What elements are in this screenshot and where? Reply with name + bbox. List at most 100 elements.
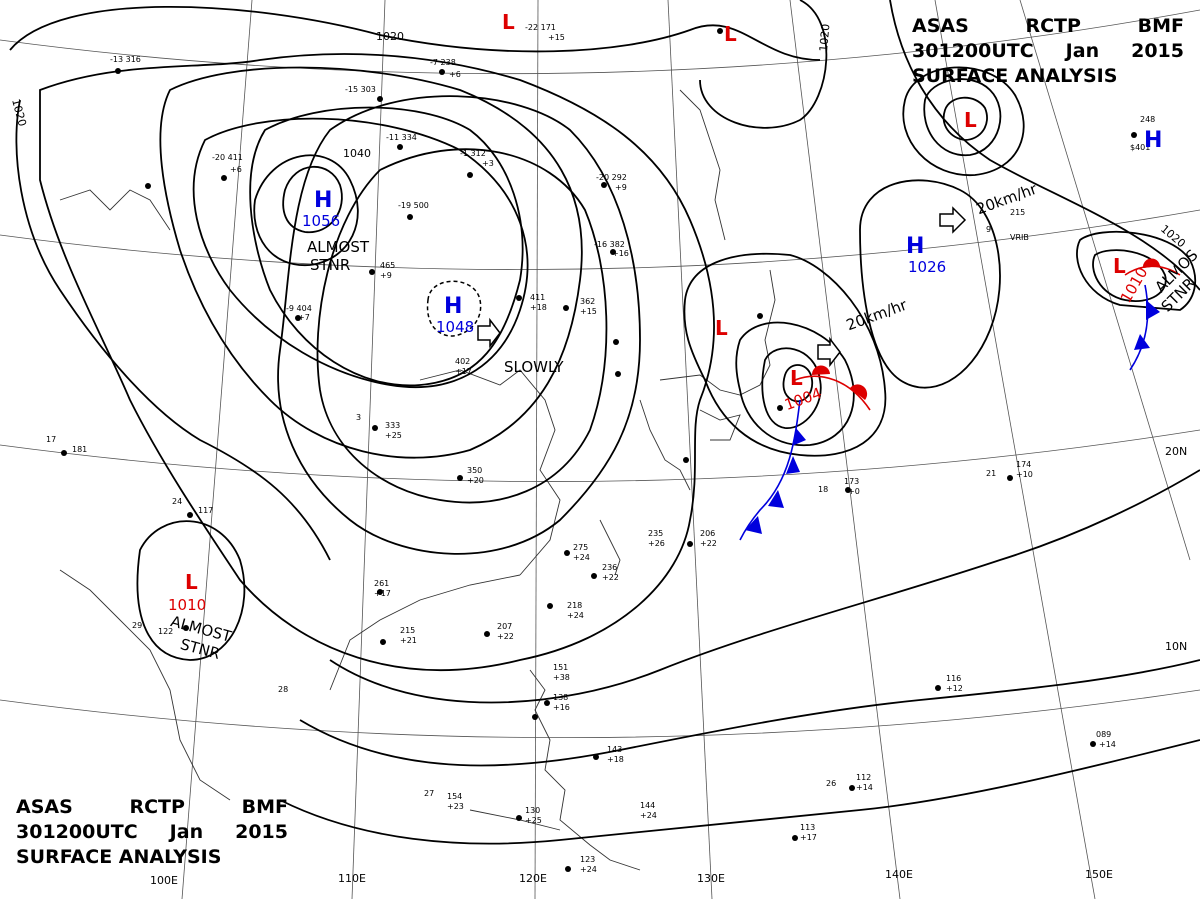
station-value: 151 [553, 663, 568, 672]
station-value: 143 [607, 745, 622, 754]
station-value: -19 500 [398, 201, 429, 210]
agency-code: ASAS [912, 15, 969, 37]
station-value: 181 [72, 445, 87, 454]
station-value: +25 [525, 816, 542, 825]
valid-time: 301200UTC [912, 40, 1034, 62]
isobars [9, 0, 1200, 845]
product-code: BMF [241, 796, 288, 818]
station-value: +9 [615, 183, 627, 192]
station-value: 18 [818, 485, 828, 494]
station-value: +21 [400, 636, 417, 645]
valid-year: 2015 [1131, 40, 1184, 62]
agency-code: ASAS [16, 796, 73, 818]
station-value: 173 [844, 477, 859, 486]
longitude-label: 140E [885, 868, 913, 881]
station-value: 117 [198, 506, 213, 515]
station-value: 402 [455, 357, 470, 366]
station-value: +9 [380, 271, 392, 280]
station-value: +24 [580, 865, 597, 874]
station-value: 24 [172, 497, 182, 506]
isobar-label: 1020 [817, 23, 832, 52]
low-center: L [185, 570, 198, 594]
station-value: 21 [986, 469, 996, 478]
station-value: 27 [424, 789, 434, 798]
station-plots [61, 28, 1137, 872]
motion-note: STNR [310, 256, 351, 274]
station-value: +6 [449, 70, 461, 79]
station-value: +17 [800, 833, 817, 842]
station-value: 206 [700, 529, 715, 538]
station-value: 207 [497, 622, 512, 631]
station-value: 28 [278, 685, 288, 694]
station-value: 116 [946, 674, 961, 683]
low-center: L [790, 366, 803, 390]
station-value: 17 [46, 435, 56, 444]
high-center: H [444, 294, 463, 319]
station-value: 218 [567, 601, 582, 610]
high-pressure-value: 1056 [302, 212, 341, 230]
station-value: +22 [602, 573, 619, 582]
coastlines [59, 89, 776, 871]
station-value: 113 [800, 823, 815, 832]
station-value: -22 171 [525, 23, 556, 32]
station-value: +15 [548, 33, 565, 42]
station-value: 138 [553, 693, 568, 702]
station-value: 235 [648, 529, 663, 538]
valid-month: Jan [169, 821, 204, 843]
high-center: H [906, 234, 925, 259]
station-value: -16 382 [594, 240, 625, 249]
station-value: +12 [946, 684, 963, 693]
station-value: -20 411 [212, 153, 243, 162]
low-center: L [715, 316, 728, 340]
station-value: +14 [856, 783, 873, 792]
station-value: +22 [497, 632, 514, 641]
station-value: 29 [132, 621, 142, 630]
longitude-label: 120E [519, 872, 547, 885]
station-value: +22 [700, 539, 717, 548]
station-value: 411 [530, 293, 545, 302]
station-value: 362 [580, 297, 595, 306]
station-value: -15 303 [345, 85, 376, 94]
station-value: +16 [553, 703, 570, 712]
station-value: +15 [580, 307, 597, 316]
station-value: +6 [230, 165, 242, 174]
low-center: L [964, 108, 977, 132]
station-value: -20 292 [596, 173, 627, 182]
station-code: RCTP [129, 796, 185, 818]
station-value: 261 [374, 579, 389, 588]
station-value: 122 [158, 627, 173, 636]
station-value: +38 [553, 673, 570, 682]
longitude-label: 110E [338, 872, 366, 885]
station-value: 130 [525, 806, 540, 815]
station-value: +25 [385, 431, 402, 440]
valid-time: 301200UTC [16, 821, 138, 843]
station-value: 333 [385, 421, 400, 430]
latitude-label: 20N [1165, 445, 1188, 458]
motion-note: ALMOST [307, 238, 370, 256]
station-value: 154 [447, 792, 462, 801]
station-value: -9 404 [286, 304, 312, 313]
chart-title-top: ASAS RCTP BMF 301200UTC Jan 2015 SURFACE… [912, 14, 1184, 89]
longitude-label: 130E [697, 872, 725, 885]
station-value: 174 [1016, 460, 1031, 469]
warm-front [794, 258, 1181, 411]
station-value: +0 [848, 487, 860, 496]
station-value: +26 [648, 539, 665, 548]
product-code: BMF [1137, 15, 1184, 37]
station-value: 275 [573, 543, 588, 552]
station-value: +10 [1016, 470, 1033, 479]
station-value: 465 [380, 261, 395, 270]
station-value: 089 [1096, 730, 1111, 739]
station-value: 236 [602, 563, 617, 572]
low-center: L [724, 22, 737, 46]
station-text: -22 171 +15 -13 316 -7 238 +6 -15 303 -2… [46, 23, 1155, 874]
station-value: 215 [400, 626, 415, 635]
station-value: $401 [1130, 143, 1150, 152]
station-value: +18 [530, 303, 547, 312]
station-value: 215 [1010, 208, 1025, 217]
product-title: SURFACE ANALYSIS [912, 65, 1118, 87]
station-value: -13 316 [110, 55, 141, 64]
station-value: -1 312 [460, 149, 486, 158]
low-pressure-value: 1010 [168, 596, 207, 614]
